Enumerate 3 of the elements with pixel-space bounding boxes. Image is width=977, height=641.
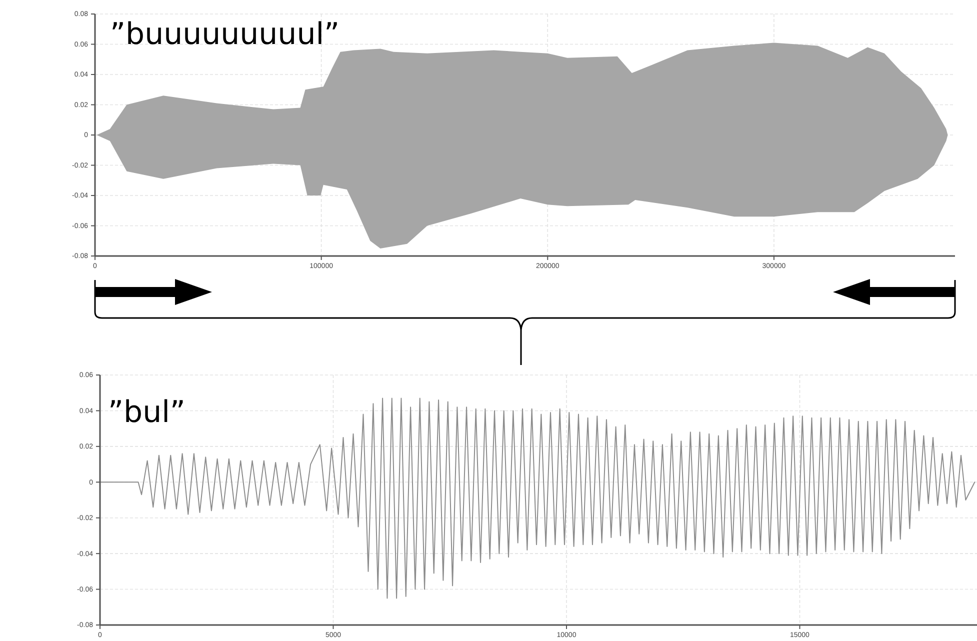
annotation: ”buuuuuuuuul”	[110, 17, 340, 52]
annotation: ”bul”	[108, 395, 186, 430]
line-series	[100, 398, 976, 599]
